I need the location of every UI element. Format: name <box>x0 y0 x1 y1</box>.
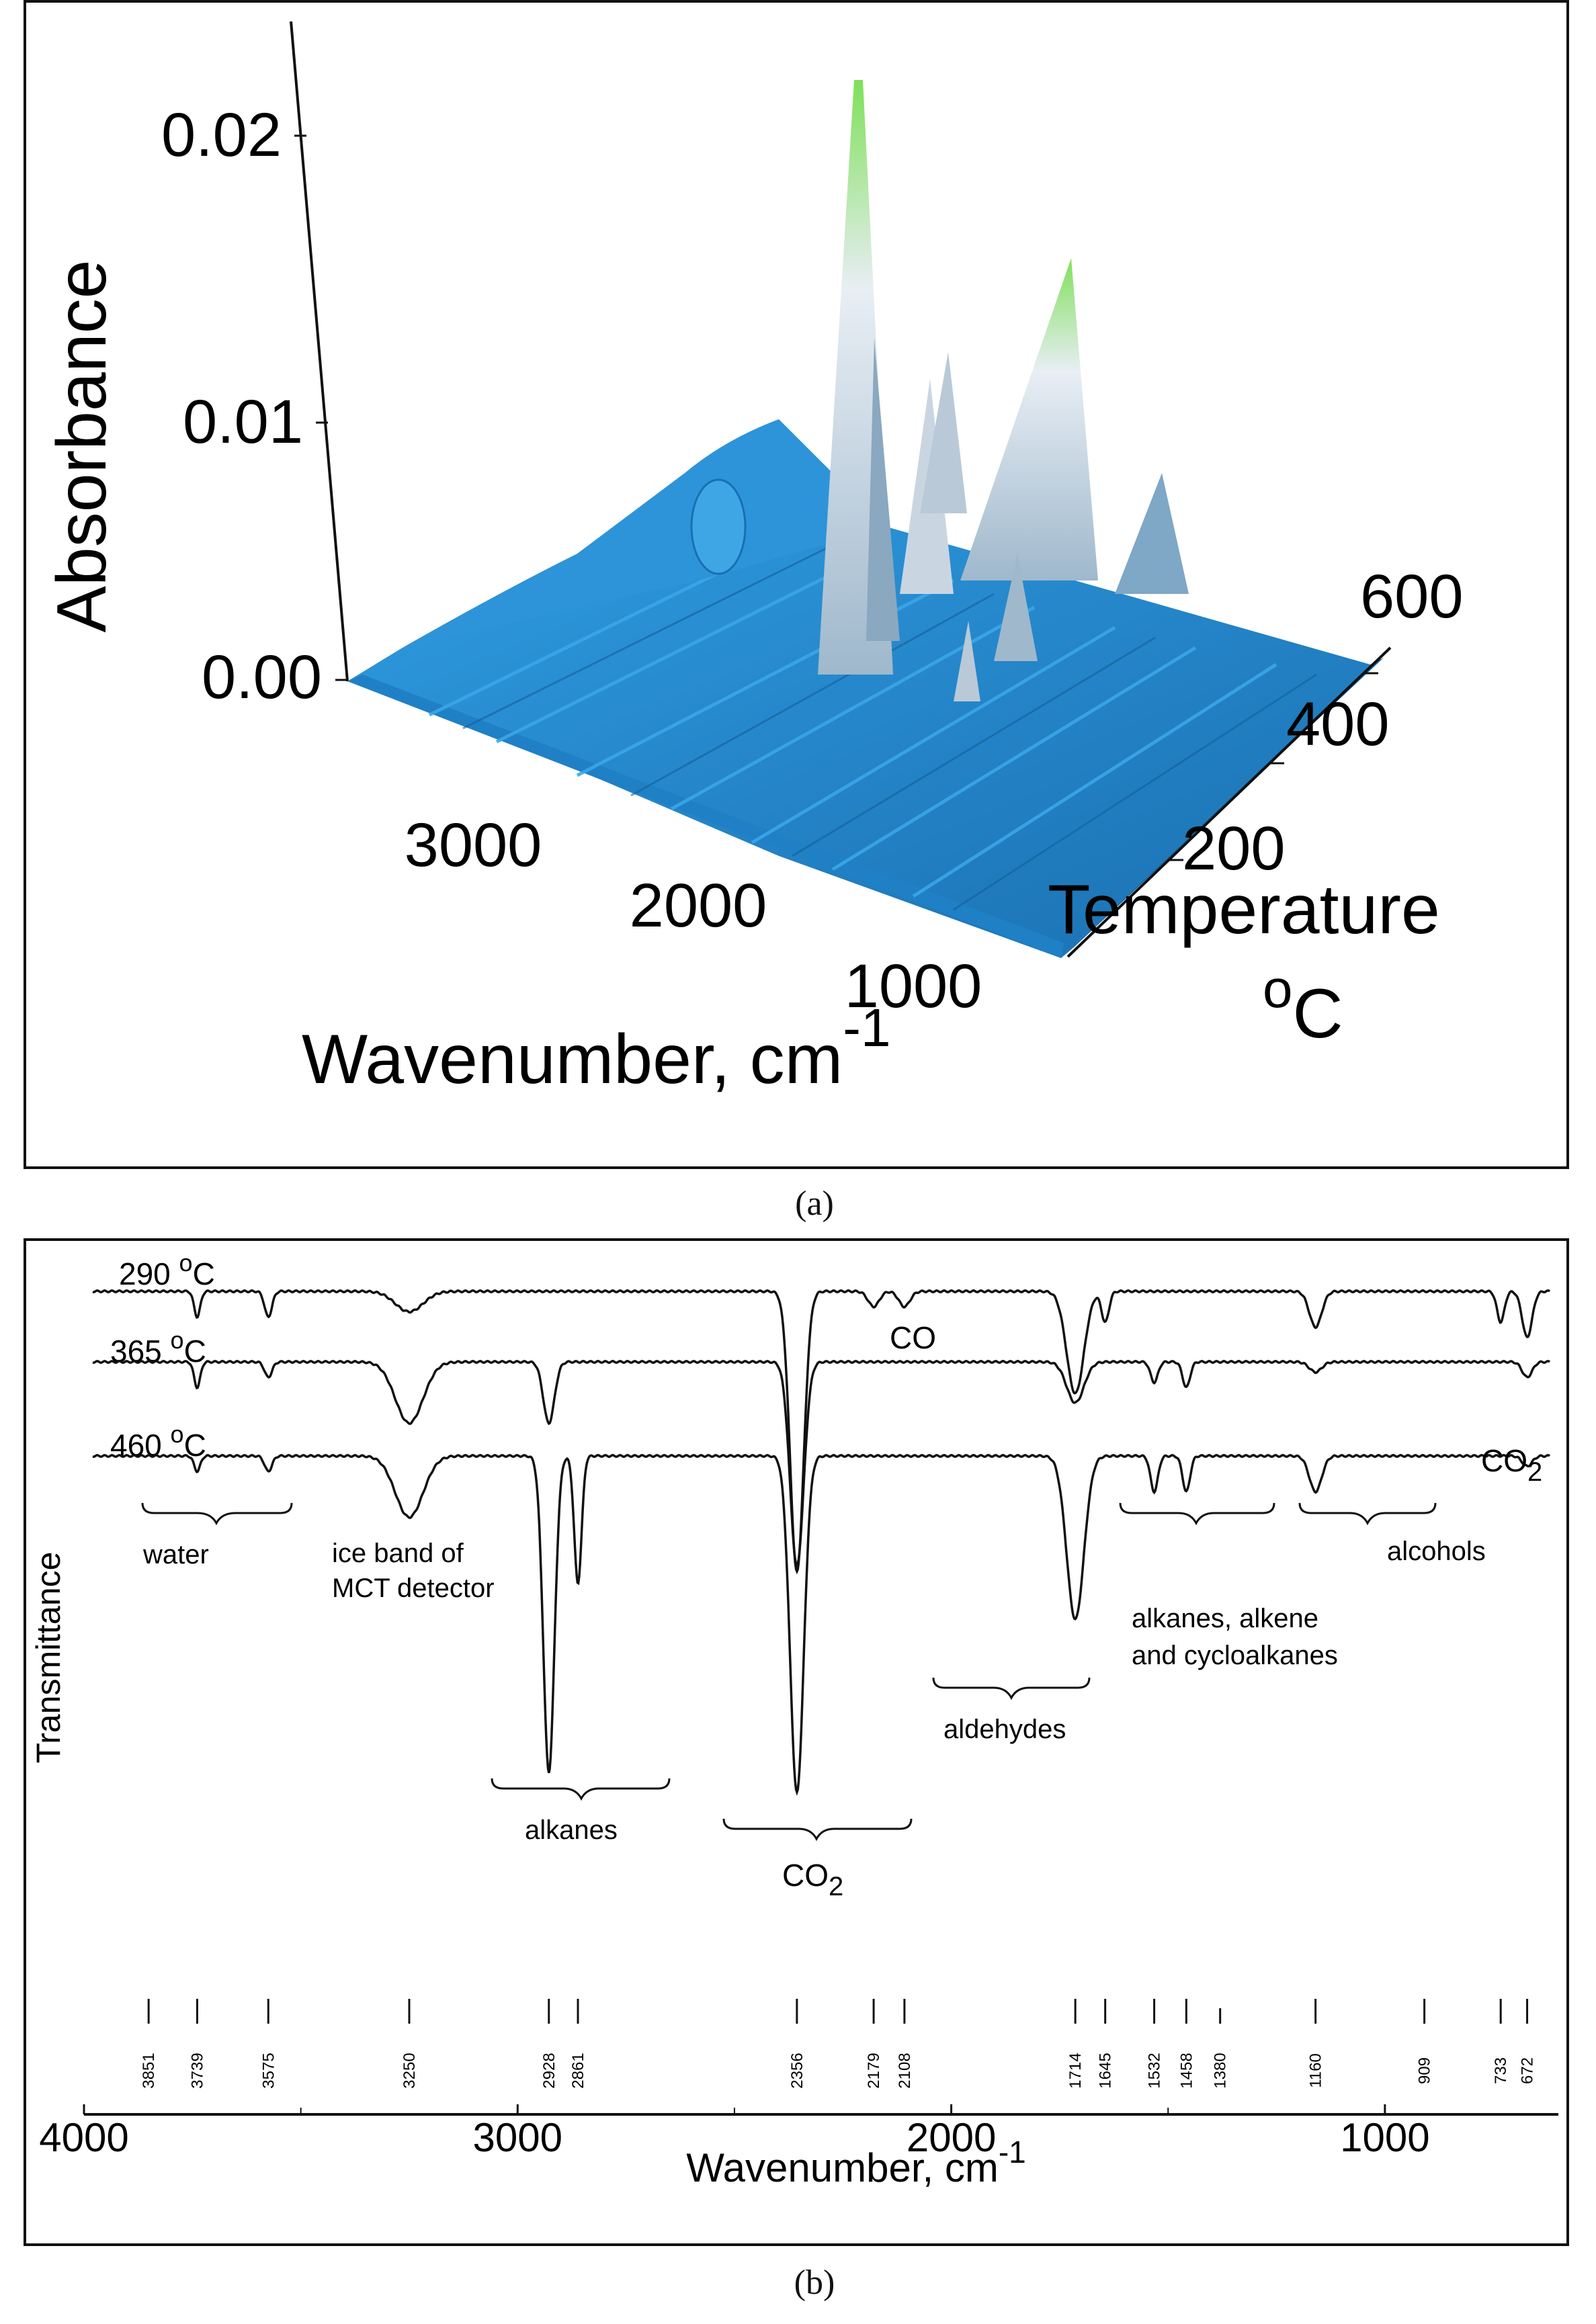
y-axis-unit: oC <box>1263 959 1343 1053</box>
surface-ridges <box>428 525 1277 898</box>
annotation-ice-label-2: MCT detector <box>332 1574 495 1603</box>
annotation-ice-band: ice band of MCT detector <box>332 1539 495 1603</box>
annotation-ice-label-1: ice band of <box>332 1539 464 1568</box>
brace-alkanes <box>491 1778 671 1801</box>
marker-label: 2108 <box>896 2053 914 2088</box>
marker-label: 1458 <box>1177 2053 1195 2088</box>
y-axis-label-b: Transmittance <box>30 1552 67 1764</box>
z-axis-line <box>290 21 349 682</box>
marker-label: 1645 <box>1097 2053 1115 2088</box>
z-axis-label: Absorbance <box>43 259 121 632</box>
annotation-alkanes-alkene-label-1: alkanes, alkene <box>1132 1604 1318 1633</box>
annotation-water: water <box>141 1502 293 1569</box>
marker-label: 909 <box>1416 2057 1434 2084</box>
panel-a-3d-surface: 0.00 0.01 0.02 Absorbance <box>24 0 1569 1169</box>
marker-label: 2861 <box>569 2053 587 2088</box>
x-tick-label-b: 4000 <box>39 2115 128 2160</box>
surface-bump-ellipse <box>690 478 747 575</box>
x-tick-label-b: 1000 <box>1340 2115 1429 2160</box>
annotation-aldehydes-label: aldehydes <box>943 1715 1066 1744</box>
annotation-alcohols: alcohols <box>1298 1502 1486 1566</box>
x-axis-label: Wavenumber, cm-1 <box>302 998 890 1099</box>
temperature-axis-line <box>1066 646 1392 958</box>
marker-label: 3250 <box>401 2053 419 2088</box>
marker-label: 3575 <box>259 2053 278 2088</box>
annotation-aldehydes: aldehydes <box>932 1677 1091 1744</box>
surface-ridges-dark <box>462 539 1317 911</box>
surface-front-edge <box>347 675 1064 958</box>
marker-label: 3851 <box>140 2053 158 2088</box>
annotation-alkanes-alkene-label-2: and cycloalkanes <box>1132 1641 1338 1670</box>
annotation-co-label: CO <box>890 1320 936 1355</box>
small-peak-3 <box>1115 473 1189 594</box>
marker-label: 2179 <box>865 2053 883 2088</box>
z-tick-label-0: 0.00 <box>202 643 322 712</box>
marker-label: 672 <box>1519 2057 1537 2084</box>
caption-a: (a) <box>795 1185 834 1223</box>
brace-water <box>141 1502 293 1526</box>
z-tick-label-1: 0.01 <box>183 388 303 456</box>
annotation-alcohols-label: alcohols <box>1387 1537 1486 1566</box>
marker-label: 1160 <box>1307 2053 1325 2088</box>
marker-label: 1714 <box>1066 2053 1085 2088</box>
x-tick-label-b: 2000 <box>907 2115 996 2160</box>
marker-label: 1380 <box>1212 2053 1230 2088</box>
marker-label: 2928 <box>540 2053 558 2088</box>
marker-label: 3739 <box>188 2053 206 2088</box>
x-tick-label-1: 2000 <box>630 871 767 940</box>
brace-co2 <box>722 1818 913 1842</box>
annotation-co2-label: CO2 <box>782 1858 843 1901</box>
annotation-alkanes: alkanes <box>491 1778 671 1845</box>
x-tick-label-0: 3000 <box>405 811 542 879</box>
series-label-290: 290 oC <box>119 1249 215 1291</box>
y-axis-label: Temperature <box>1048 871 1440 949</box>
annotation-co2-main: CO2 <box>722 1818 913 1901</box>
y-tick-label-600: 600 <box>1360 562 1464 631</box>
surface-floor <box>347 527 1370 958</box>
annotation-co2-right-label: CO2 <box>1481 1443 1542 1487</box>
small-peak-2 <box>994 554 1038 661</box>
co2-peak-shadow <box>866 339 900 641</box>
small-peak-1 <box>920 352 967 513</box>
surface-back-bumps <box>403 419 886 648</box>
brace-alkanes-alkene <box>1119 1502 1275 1526</box>
spectrum-290 <box>92 1289 1551 1575</box>
marker-label: 1532 <box>1146 2053 1164 2088</box>
marker-label: 2356 <box>788 2053 806 2088</box>
y-tick-label-400: 400 <box>1286 690 1390 759</box>
brace-alcohols <box>1298 1502 1437 1526</box>
spectrum-460 <box>92 1453 1551 1796</box>
y-tick-label-200: 200 <box>1182 814 1286 883</box>
wavenumber-markers: 3851 3739 3575 3250 2928 2861 2356 2179 2108 1714… <box>140 1999 1537 2089</box>
annotation-alkanes-alkene: alkanes, alkene and cycloalkanes <box>1119 1502 1338 1670</box>
caption-b: (b) <box>794 2264 835 2302</box>
brace-aldehydes <box>932 1677 1091 1701</box>
surface-plot-svg: 0.00 0.01 0.02 Absorbance <box>43 21 1464 1099</box>
x-axis-ticks: 4000 3000 2000 1000 <box>39 2104 1430 2160</box>
spectra-plot-svg: 290 oC 365 oC 460 oC Transmittance water… <box>30 1249 1558 2190</box>
x-axis-label-b: Wavenumber, cm-1 <box>686 2135 1026 2190</box>
annotation-water-label: water <box>142 1540 209 1569</box>
panel-b-ftir-spectra: 290 oC 365 oC 460 oC Transmittance water… <box>24 1238 1569 2246</box>
annotation-alkanes-label: alkanes <box>525 1815 618 1845</box>
small-peak-4 <box>954 621 980 701</box>
aldehyde-peak <box>960 258 1098 580</box>
x-tick-label-b: 3000 <box>473 2115 562 2160</box>
marker-label: 733 <box>1492 2057 1510 2084</box>
spectrum-365 <box>92 1359 1551 1568</box>
z-tick-label-2: 0.02 <box>161 101 282 169</box>
x-tick-label-2: 1000 <box>845 952 982 1021</box>
